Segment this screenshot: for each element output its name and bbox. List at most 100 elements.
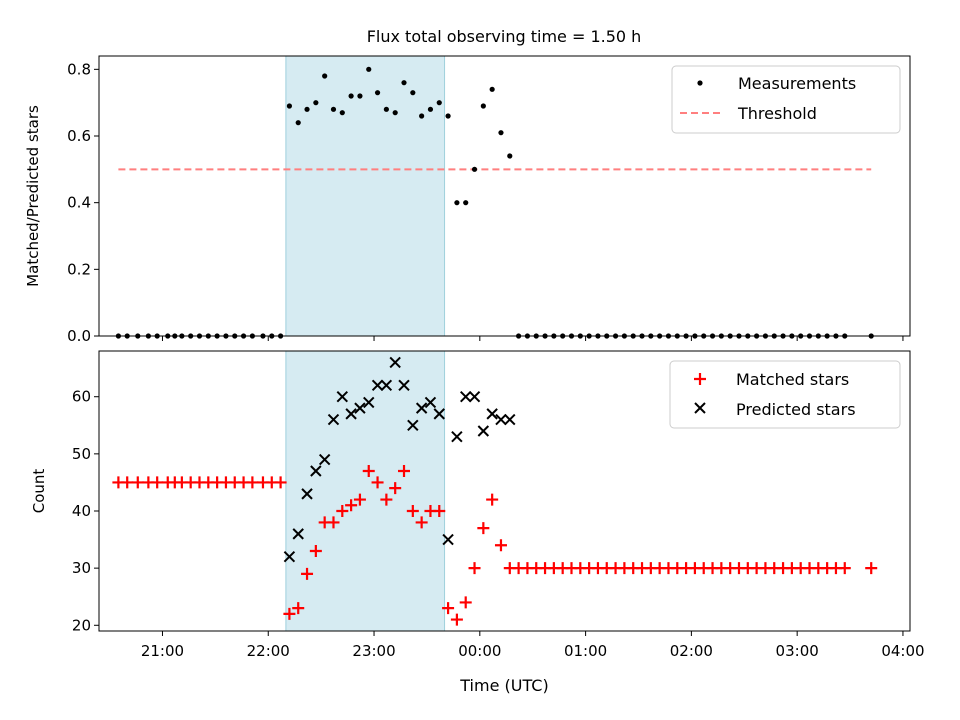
figure-title: Flux total observing time = 1.50 h [367, 27, 642, 46]
predicted-star-point [327, 413, 340, 426]
predicted-star-point [318, 453, 331, 466]
bottom-y-axis-label: Count [30, 469, 48, 514]
predicted-star-point [336, 391, 349, 403]
matched-star-point [353, 493, 366, 506]
matched-star-point [121, 476, 134, 489]
top-legend: Measurements Threshold [671, 65, 901, 134]
matched-star-point [283, 607, 296, 620]
measurement-point [383, 106, 389, 112]
predicted-star-point [380, 379, 393, 391]
measurement-point [322, 73, 328, 79]
predicted-star-point [460, 391, 472, 403]
matched-star-point [362, 465, 375, 477]
matched-star-point [865, 562, 878, 575]
measurement-point [401, 80, 407, 86]
matched-star-point [468, 562, 481, 575]
measurement-point [410, 90, 416, 96]
bottom-y-tick-label: 20 [72, 616, 91, 634]
matched-star-point [389, 482, 402, 495]
predicted-star-point [424, 396, 437, 409]
measurement-point [339, 110, 345, 116]
matched-star-point [380, 493, 393, 506]
matched-star-point [450, 613, 463, 626]
top-x-axis [161, 336, 904, 341]
measurement-point [357, 93, 363, 99]
predicted-star-point [504, 413, 516, 426]
measurement-point [471, 166, 478, 172]
predicted-star-point [371, 379, 384, 391]
predicted-star-point [477, 425, 490, 437]
predicted-star-point [451, 431, 463, 443]
bottom-y-tick-label: 50 [72, 445, 91, 463]
legend-matched-label: Matched stars [736, 370, 849, 389]
top-y-tick-label: 0.6 [67, 127, 91, 145]
matched-star-point [486, 493, 499, 506]
matched-stars-series [112, 465, 878, 626]
top-y-axis-label: Matched/Predicted stars [24, 105, 42, 287]
measurement-point [286, 103, 293, 109]
measurement-point [436, 100, 442, 106]
predicted-star-point [345, 408, 357, 420]
top-y-tick-label: 0.2 [67, 260, 91, 278]
matched-star-point [406, 505, 419, 517]
matched-star-point [292, 602, 305, 615]
measurement-point [295, 120, 301, 126]
matched-star-point [274, 476, 287, 489]
matched-star-point [345, 499, 358, 512]
top-y-axis: 0.0 0.2 0.4 0.6 0.8 [67, 60, 99, 345]
measurement-point [348, 93, 354, 99]
measurement-point [304, 106, 310, 112]
predicted-star-point [363, 396, 375, 409]
matched-star-point [371, 476, 384, 489]
predicted-star-point [301, 488, 313, 500]
bottom-x-tick-label: 03:00 [776, 642, 819, 660]
measurement-point [445, 113, 451, 119]
bottom-x-axis-label: Time (UTC) [459, 676, 548, 695]
matched-star-point [301, 567, 314, 580]
bottom-x-tick-label: 04:00 [881, 642, 924, 660]
measurement-point [427, 106, 434, 112]
matched-star-point [459, 596, 472, 609]
matched-star-point [398, 465, 411, 477]
bottom-panel: 20 30 40 50 60 21:00 22:00 23:00 00:00 01:00 02:0… [30, 350, 925, 695]
bottom-y-tick-label: 40 [72, 502, 91, 520]
predicted-star-point [398, 379, 410, 391]
legend-predicted-marker [694, 402, 706, 414]
measurement-point [507, 153, 513, 159]
top-highlight-band [285, 55, 446, 337]
bottom-x-tick-label: 23:00 [352, 642, 395, 660]
legend-measurements-marker [697, 80, 703, 86]
bottom-x-tick-label: 01:00 [564, 642, 607, 660]
matched-star-point [838, 562, 851, 575]
legend-measurements-label: Measurements [738, 74, 856, 93]
measurement-point [374, 90, 381, 96]
bottom-legend: Matched stars Predicted stars [669, 360, 901, 429]
top-axes-frame [98, 55, 911, 337]
legend-threshold-label: Threshold [737, 104, 817, 123]
matched-star-point [131, 476, 144, 489]
matched-star-point [477, 522, 490, 535]
predicted-star-point [354, 402, 366, 414]
bottom-x-tick-label: 22:00 [247, 642, 290, 660]
bottom-x-tick-label: 00:00 [458, 642, 501, 660]
bottom-legend-box [669, 360, 901, 429]
predicted-stars-series [283, 356, 516, 563]
bottom-y-tick-label: 60 [72, 388, 91, 406]
predicted-star-point [407, 419, 419, 431]
matched-star-point [442, 602, 455, 615]
bottom-x-tick-label: 21:00 [141, 642, 184, 660]
bottom-axes-frame [98, 350, 911, 632]
measurement-point [489, 86, 495, 92]
matched-star-point [309, 545, 322, 557]
predicted-star-point [389, 356, 401, 369]
legend-predicted-label: Predicted stars [736, 400, 856, 419]
legend-matched-marker [694, 373, 706, 385]
top-panel: 0.00.20.40.60.8 Matched/Predicted stars … [24, 55, 911, 345]
top-legend-box [671, 65, 901, 134]
measurement-point [330, 106, 337, 112]
bottom-x-tick-label: 02:00 [670, 642, 713, 660]
measurement-point [366, 66, 372, 72]
matched-star-point [327, 516, 340, 529]
matched-star-point [246, 476, 259, 489]
